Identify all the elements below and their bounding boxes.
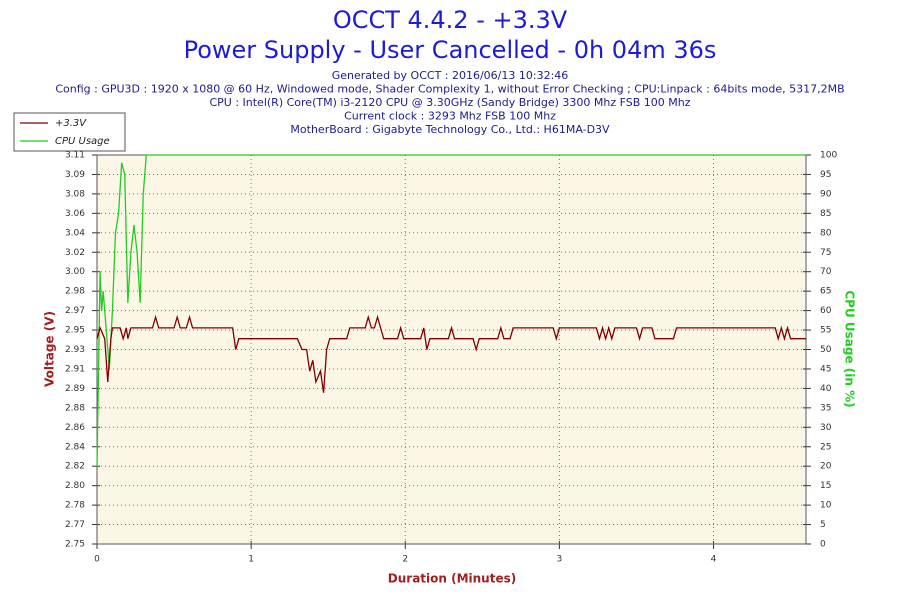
y2-tick-label: 90 xyxy=(820,189,832,199)
legend-label: +3.3V xyxy=(55,118,87,129)
y-tick-label: 2.78 xyxy=(65,501,85,511)
y-axis-label: Voltage (V) xyxy=(43,311,57,387)
y-tick-label: 3.04 xyxy=(65,228,85,238)
y-tick-label: 2.86 xyxy=(65,423,85,433)
x-tick-label: 3 xyxy=(557,555,563,565)
legend-label: CPU Usage xyxy=(55,136,110,147)
y-tick-label: 2.95 xyxy=(65,326,85,336)
y-tick-label: 2.77 xyxy=(65,520,85,530)
y-tick-label: 3.06 xyxy=(65,209,85,219)
x-tick-label: 0 xyxy=(94,555,100,565)
y-tick-label: 2.93 xyxy=(65,345,85,355)
y-tick-label: 2.98 xyxy=(65,287,85,297)
y-tick-label: 2.84 xyxy=(65,442,85,452)
y2-tick-label: 30 xyxy=(820,423,832,433)
info-line: CPU : Intel(R) Core(TM) i3-2120 CPU @ 3.… xyxy=(209,96,690,109)
y2-tick-label: 65 xyxy=(820,287,831,297)
y2-tick-label: 20 xyxy=(820,462,832,472)
legend-box xyxy=(13,112,126,152)
y-tick-label: 3.09 xyxy=(65,170,85,180)
y-tick-label: 2.91 xyxy=(65,364,85,374)
info-line: Current clock : 3293 Mhz FSB 100 Mhz xyxy=(344,110,556,123)
y-tick-label: 2.97 xyxy=(65,306,85,316)
series-line xyxy=(96,154,806,467)
y2-axis-label: CPU Usage (in %) xyxy=(843,290,857,407)
y-tick-label: 3.00 xyxy=(65,267,85,277)
y2-tick-label: 85 xyxy=(820,209,831,219)
y-tick-label: 2.75 xyxy=(65,540,85,550)
y-tick-label: 3.11 xyxy=(65,151,85,161)
info-line: Generated by OCCT : 2016/06/13 10:32:46 xyxy=(332,69,569,82)
y2-tick-label: 15 xyxy=(820,481,831,491)
x-axis-label: Duration (Minutes) xyxy=(388,572,516,586)
y2-tick-label: 100 xyxy=(820,151,837,161)
y-tick-label: 3.08 xyxy=(65,189,85,199)
series-line xyxy=(96,314,806,393)
x-tick-label: 4 xyxy=(711,555,717,565)
y-tick-label: 2.89 xyxy=(65,384,85,394)
info-line: MotherBoard : Gigabyte Technology Co., L… xyxy=(290,123,610,136)
y2-tick-label: 45 xyxy=(820,364,831,374)
y2-tick-label: 10 xyxy=(820,501,832,511)
y2-tick-label: 40 xyxy=(820,384,832,394)
y-tick-label: 3.02 xyxy=(65,248,85,258)
y2-tick-label: 25 xyxy=(820,442,831,452)
y2-tick-label: 95 xyxy=(820,170,831,180)
y2-tick-label: 70 xyxy=(820,267,832,277)
y2-tick-label: 0 xyxy=(820,540,826,550)
y2-tick-label: 50 xyxy=(820,345,832,355)
x-tick-label: 2 xyxy=(402,555,408,565)
y2-tick-label: 80 xyxy=(820,228,832,238)
x-tick-label: 1 xyxy=(248,555,254,565)
y-tick-label: 2.80 xyxy=(65,481,85,491)
y2-tick-label: 35 xyxy=(820,403,831,413)
y-tick-label: 2.88 xyxy=(65,403,85,413)
y2-tick-label: 55 xyxy=(820,326,831,336)
y2-tick-label: 75 xyxy=(820,248,831,258)
plot-area xyxy=(97,155,806,544)
y-tick-label: 2.82 xyxy=(65,462,85,472)
chart-title: OCCT 4.4.2 - +3.3V xyxy=(333,6,568,34)
chart-subtitle: Power Supply - User Cancelled - 0h 04m 3… xyxy=(184,36,717,64)
y2-tick-label: 5 xyxy=(820,520,826,530)
info-line: Config : GPU3D : 1920 x 1080 @ 60 Hz, Wi… xyxy=(55,83,844,96)
y2-tick-label: 60 xyxy=(820,306,832,316)
